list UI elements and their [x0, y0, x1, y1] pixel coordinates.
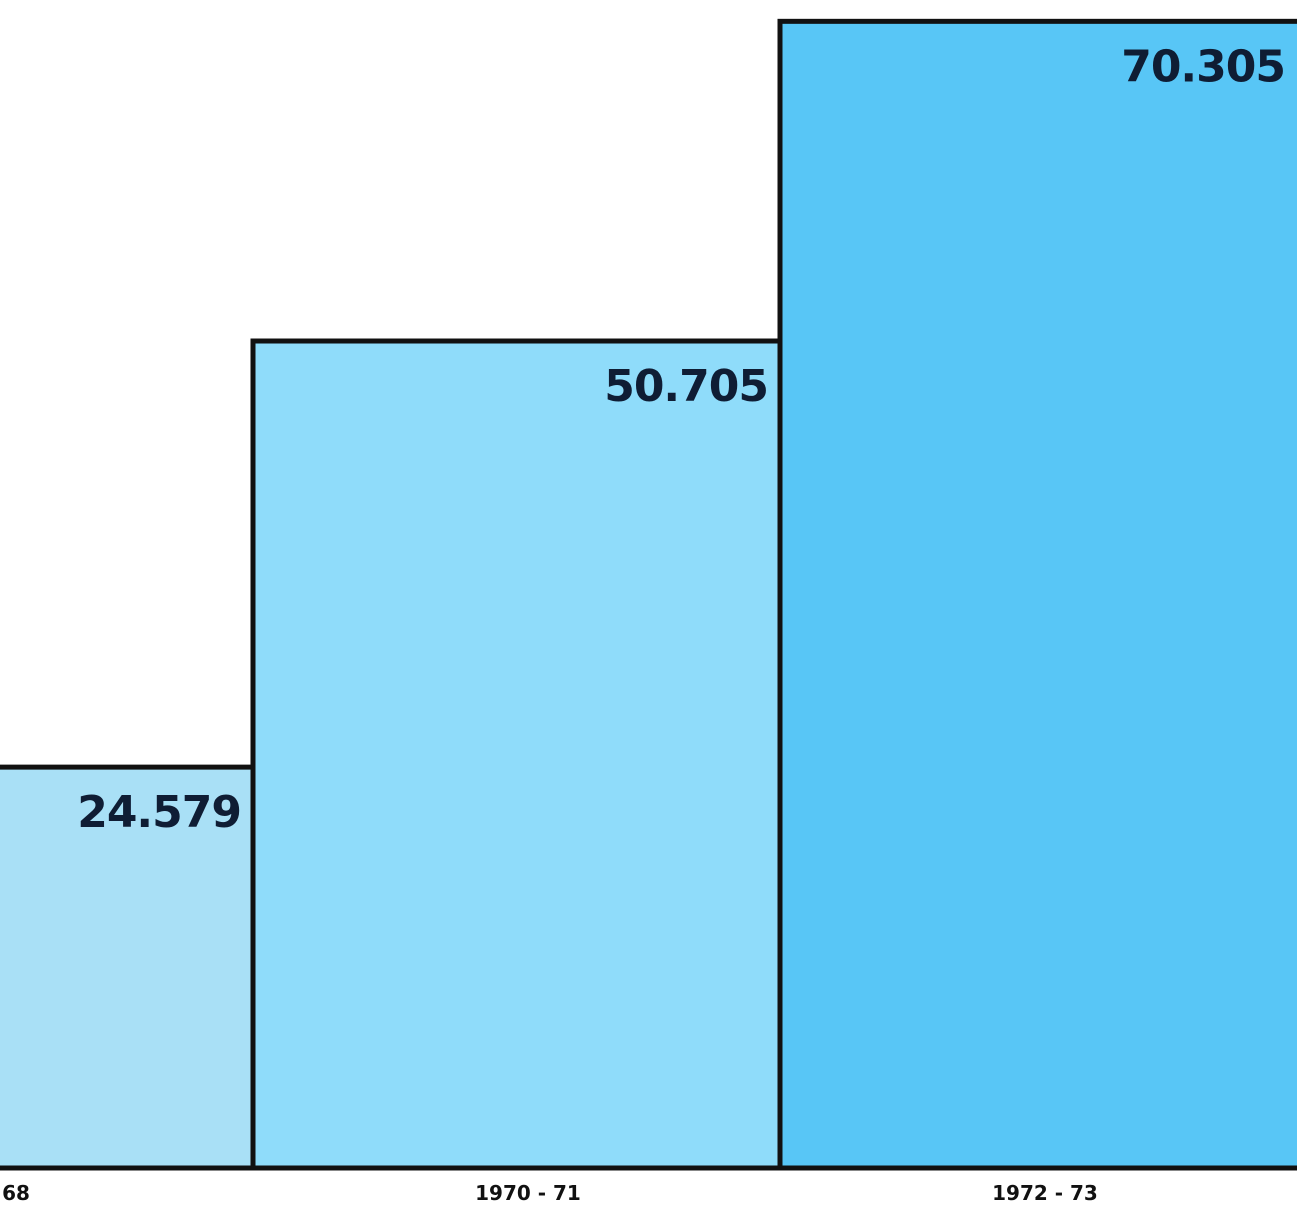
x-tick-label-2: 1970 - 71: [475, 1181, 581, 1205]
bars: [0, 18, 1297, 1171]
bar-1: [0, 764, 256, 1171]
bar-value-label-3: 70.305: [1121, 41, 1285, 92]
x-tick-label-3: 1972 - 73: [992, 1181, 1098, 1205]
x-axis-tick-labels: 68 1970 - 71 1972 - 73: [2, 1181, 1098, 1205]
bar-value-label-2: 50.705: [604, 361, 768, 412]
x-tick-label-1: 68: [2, 1181, 30, 1205]
bar-3: [777, 18, 1297, 1171]
bar-2: [250, 338, 783, 1171]
bar-value-label-1: 24.579: [77, 787, 241, 838]
value-labels: 24.579 50.705 70.305: [77, 41, 1286, 838]
